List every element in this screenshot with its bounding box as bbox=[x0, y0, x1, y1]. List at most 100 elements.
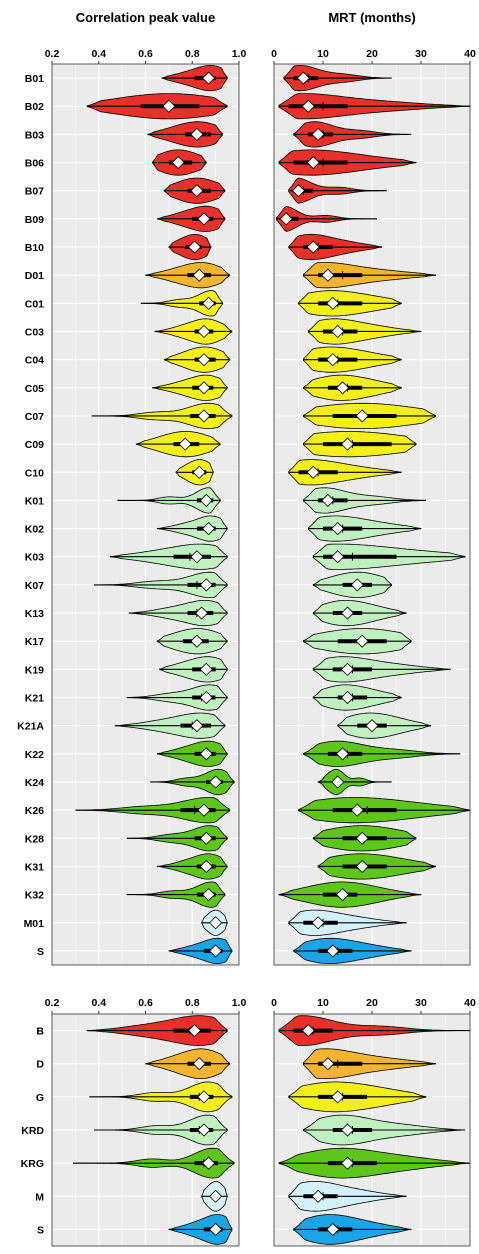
median-marker-K07 bbox=[350, 578, 364, 592]
row-label-K13: K13 bbox=[25, 608, 44, 620]
median-marker-K03 bbox=[331, 550, 345, 564]
x-tick-label: 1.0 bbox=[232, 48, 247, 60]
row-label-C07: C07 bbox=[25, 411, 44, 423]
row-label-C05: C05 bbox=[25, 383, 44, 395]
median-marker-K13 bbox=[340, 606, 355, 620]
x-tick-label: 20 bbox=[366, 997, 378, 1009]
x-tick-label: 30 bbox=[415, 997, 427, 1009]
median-marker-C01 bbox=[326, 296, 340, 310]
median-marker-K07 bbox=[199, 578, 213, 592]
median-marker-D01 bbox=[321, 268, 335, 282]
row-label-K28: K28 bbox=[25, 833, 44, 845]
median-marker-K26 bbox=[197, 803, 211, 817]
median-marker-B09 bbox=[197, 212, 211, 226]
median-marker-K03 bbox=[190, 550, 204, 564]
row-label-M: M bbox=[35, 1191, 44, 1203]
median-marker-B10 bbox=[188, 240, 202, 254]
panel-frame bbox=[273, 63, 471, 966]
median-marker-K26 bbox=[350, 803, 364, 817]
median-marker-B01 bbox=[202, 71, 216, 85]
median-marker-D01 bbox=[192, 268, 206, 282]
row-label-K17: K17 bbox=[25, 636, 44, 648]
median-marker-D bbox=[192, 1057, 206, 1071]
median-marker-D bbox=[321, 1057, 335, 1071]
median-marker-S bbox=[209, 944, 223, 958]
panel-1: Correlation peak value 0.2 0.4 0.6 0.8 1.0 B01… bbox=[17, 10, 247, 966]
row-label-K31: K31 bbox=[25, 861, 44, 873]
row-label-K24: K24 bbox=[25, 777, 44, 789]
x-tick-label: 0.4 bbox=[91, 48, 106, 60]
median-marker-C10 bbox=[306, 465, 320, 479]
median-marker-K21A bbox=[190, 719, 204, 733]
row-label-C03: C03 bbox=[25, 326, 44, 338]
x-tick-label: 40 bbox=[464, 997, 476, 1009]
x-tick-label: 10 bbox=[317, 997, 329, 1009]
median-marker-B03 bbox=[190, 127, 204, 141]
median-marker-S bbox=[326, 1222, 340, 1236]
median-marker-B06 bbox=[171, 155, 185, 170]
row-label-K02: K02 bbox=[25, 524, 44, 536]
row-label-B06: B06 bbox=[25, 158, 44, 170]
median-marker-K02 bbox=[331, 522, 345, 536]
median-marker-C07 bbox=[197, 409, 211, 423]
median-marker-M01 bbox=[311, 916, 325, 930]
median-marker-K02 bbox=[202, 522, 216, 536]
median-marker-G bbox=[331, 1090, 345, 1104]
row-label-C01: C01 bbox=[25, 298, 44, 310]
row-label-K01: K01 bbox=[25, 495, 44, 507]
median-marker-B01 bbox=[296, 71, 310, 85]
row-label-B03: B03 bbox=[25, 129, 44, 141]
x-tick-label: 0.8 bbox=[185, 48, 200, 60]
row-label-B07: B07 bbox=[25, 186, 44, 198]
median-marker-B bbox=[188, 1024, 202, 1038]
median-marker-B07 bbox=[291, 184, 306, 198]
row-label-S: S bbox=[37, 946, 44, 958]
row-label-C10: C10 bbox=[25, 467, 44, 479]
median-marker-B bbox=[301, 1024, 315, 1038]
median-marker-K17 bbox=[190, 634, 204, 648]
row-label-B01: B01 bbox=[25, 73, 44, 85]
median-marker-M bbox=[311, 1189, 325, 1203]
x-tick-label: 0.4 bbox=[91, 997, 106, 1009]
median-marker-C09 bbox=[178, 437, 192, 451]
median-marker-B02 bbox=[162, 99, 176, 113]
median-marker-K17 bbox=[355, 634, 369, 648]
row-label-K22: K22 bbox=[25, 749, 44, 761]
row-label-K21A: K21A bbox=[17, 721, 44, 733]
median-marker-M01 bbox=[209, 916, 223, 930]
panel-title: Correlation peak value bbox=[76, 10, 215, 25]
x-tick-label: 30 bbox=[415, 48, 427, 60]
median-marker-K21A bbox=[365, 719, 379, 733]
row-label-B09: B09 bbox=[25, 214, 44, 226]
panel-4: 0 10 20 30 40 bbox=[271, 997, 476, 1247]
x-tick-label: 40 bbox=[464, 48, 476, 60]
median-marker-KRD bbox=[340, 1123, 355, 1137]
row-label-K03: K03 bbox=[25, 552, 44, 564]
x-tick-label: 0.2 bbox=[45, 48, 60, 60]
median-marker-K22 bbox=[199, 747, 213, 761]
row-label-K32: K32 bbox=[25, 890, 44, 902]
median-marker-K21 bbox=[340, 690, 355, 705]
panel-frame bbox=[273, 1013, 471, 1247]
median-marker-K24 bbox=[331, 775, 345, 789]
median-marker-C05 bbox=[336, 381, 350, 395]
median-marker-S bbox=[209, 1222, 223, 1236]
median-marker-K19 bbox=[199, 662, 213, 676]
median-marker-K19 bbox=[340, 662, 355, 676]
median-marker-C04 bbox=[326, 353, 340, 367]
median-marker-KRD bbox=[197, 1123, 211, 1137]
median-marker-C03 bbox=[197, 324, 211, 339]
median-marker-K22 bbox=[336, 747, 350, 761]
row-label-G: G bbox=[36, 1092, 44, 1104]
median-marker-C01 bbox=[202, 296, 216, 310]
row-label-D: D bbox=[36, 1059, 44, 1071]
median-marker-K28 bbox=[199, 831, 213, 845]
median-marker-KRG bbox=[202, 1156, 216, 1170]
x-tick-label: 0 bbox=[271, 48, 277, 60]
x-tick-label: 0.6 bbox=[138, 48, 153, 60]
median-marker-K24 bbox=[209, 775, 223, 789]
median-marker-K31 bbox=[199, 859, 213, 874]
row-label-B: B bbox=[36, 1026, 44, 1038]
x-tick-label: 0.8 bbox=[185, 997, 200, 1009]
